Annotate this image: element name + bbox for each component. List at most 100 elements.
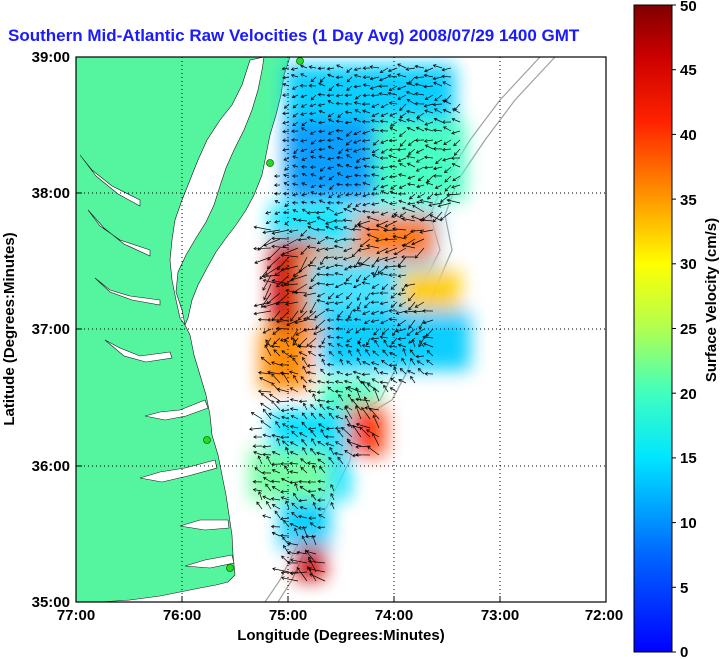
velocity-arrow-head xyxy=(414,255,419,259)
velocity-arrow xyxy=(306,550,317,555)
velocity-arrow-head xyxy=(373,387,377,391)
velocity-arrow xyxy=(443,109,452,114)
velocity-arrow-head xyxy=(414,92,419,96)
velocity-arrow-head xyxy=(388,138,393,143)
velocity-arrow xyxy=(355,445,371,448)
velocity-arrow-head xyxy=(279,362,283,367)
velocity-arrow-head xyxy=(318,184,322,188)
velocity-arrow-head xyxy=(263,296,267,301)
velocity-arrow xyxy=(281,409,290,412)
velocity-arrow-head xyxy=(292,113,297,118)
velocity-arrow-head xyxy=(346,87,350,91)
velocity-arrow xyxy=(345,373,353,376)
velocity-arrow xyxy=(334,211,344,216)
velocity-arrow-head xyxy=(318,138,322,143)
velocity-arrow xyxy=(401,218,416,222)
velocity-arrow xyxy=(381,190,389,195)
velocity-arrow xyxy=(318,139,326,142)
velocity-arrow-head xyxy=(280,477,285,482)
velocity-arrow xyxy=(301,535,308,546)
velocity-arrow-head xyxy=(351,227,356,232)
velocity-arrow-head xyxy=(298,269,303,274)
velocity-arrow xyxy=(407,175,416,179)
velocity-arrow-head xyxy=(328,351,333,355)
velocity-arrow xyxy=(334,238,344,243)
velocity-arrow-head xyxy=(292,182,296,187)
velocity-arrow-head xyxy=(274,211,279,215)
velocity-arrow-head xyxy=(257,455,262,460)
colorbar-tick-label: 45 xyxy=(680,62,697,79)
velocity-arrow xyxy=(406,155,416,159)
velocity-arrow-head xyxy=(433,140,438,145)
velocity-arrow-head xyxy=(411,338,415,343)
velocity-arrow xyxy=(299,256,308,273)
velocity-arrow xyxy=(276,319,290,323)
velocity-arrow xyxy=(371,272,380,276)
velocity-arrow xyxy=(357,220,371,225)
velocity-arrow-head xyxy=(453,142,457,147)
velocity-arrow xyxy=(336,157,344,159)
velocity-arrow-head xyxy=(293,492,297,497)
velocity-arrow xyxy=(326,265,335,269)
velocity-arrow-head xyxy=(379,380,384,385)
velocity-arrow-head xyxy=(335,75,340,80)
colorbar-ticks xyxy=(672,4,676,653)
velocity-arrow xyxy=(355,405,362,420)
velocity-arrow xyxy=(320,256,326,265)
velocity-arrow xyxy=(327,327,335,330)
velocity-arrow-head xyxy=(361,147,366,151)
velocity-arrow xyxy=(277,256,290,270)
velocity-arrow-head xyxy=(253,311,258,316)
velocity-arrow-head xyxy=(398,199,402,204)
velocity-arrow xyxy=(356,423,371,429)
velocity-arrow-head xyxy=(406,126,411,131)
velocity-arrow-head xyxy=(291,86,296,90)
velocity-arrow xyxy=(325,220,335,225)
velocity-arrow xyxy=(416,157,425,163)
velocity-arrow-head xyxy=(371,149,376,154)
velocity-arrow-head xyxy=(371,210,375,215)
velocity-arrow-head xyxy=(297,237,302,242)
velocity-arrow xyxy=(308,351,317,357)
velocity-arrow-head xyxy=(262,452,266,457)
velocity-arrow-head xyxy=(353,149,357,153)
velocity-arrow-head xyxy=(434,192,438,197)
velocity-arrow-head xyxy=(292,122,296,126)
velocity-arrow xyxy=(447,199,461,204)
velocity-arrow xyxy=(297,337,308,347)
velocity-arrow-head xyxy=(411,241,415,246)
colorbar-tick-labels: 50 45 40 35 30 25 20 15 10 5 0 xyxy=(680,0,697,659)
velocity-arrow xyxy=(301,94,308,98)
velocity-arrow xyxy=(426,350,434,357)
velocity-arrow xyxy=(367,216,380,222)
velocity-arrow xyxy=(330,493,335,501)
velocity-arrow xyxy=(363,94,371,96)
velocity-arrow xyxy=(265,339,272,348)
velocity-arrow-head xyxy=(287,550,291,555)
velocity-arrow-head xyxy=(343,207,347,212)
velocity-arrow-head xyxy=(325,399,330,404)
velocity-arrow-head xyxy=(414,101,418,106)
velocity-arrow-head xyxy=(250,412,255,416)
velocity-arrow-head xyxy=(424,371,428,376)
velocity-arrow-head xyxy=(442,108,447,113)
velocity-arrow-head xyxy=(370,361,375,365)
velocity-arrow xyxy=(264,238,281,247)
velocity-arrow-head xyxy=(292,192,296,197)
velocity-arrow-head xyxy=(282,536,286,541)
velocity-arrow-head xyxy=(345,164,350,168)
velocity-arrow xyxy=(336,64,344,69)
velocity-arrow xyxy=(423,342,434,348)
velocity-arrow xyxy=(300,247,308,255)
velocity-arrow xyxy=(274,510,281,519)
velocity-arrow xyxy=(307,246,317,249)
velocity-arrow-head xyxy=(327,156,331,161)
velocity-arrow xyxy=(426,359,434,366)
velocity-arrow-head xyxy=(315,227,320,232)
velocity-arrow-head xyxy=(262,444,266,449)
velocity-arrow xyxy=(318,354,326,357)
velocity-arrow-head xyxy=(380,113,385,117)
velocity-arrow xyxy=(307,226,317,231)
velocity-arrow xyxy=(328,457,335,465)
velocity-arrow xyxy=(379,93,389,96)
